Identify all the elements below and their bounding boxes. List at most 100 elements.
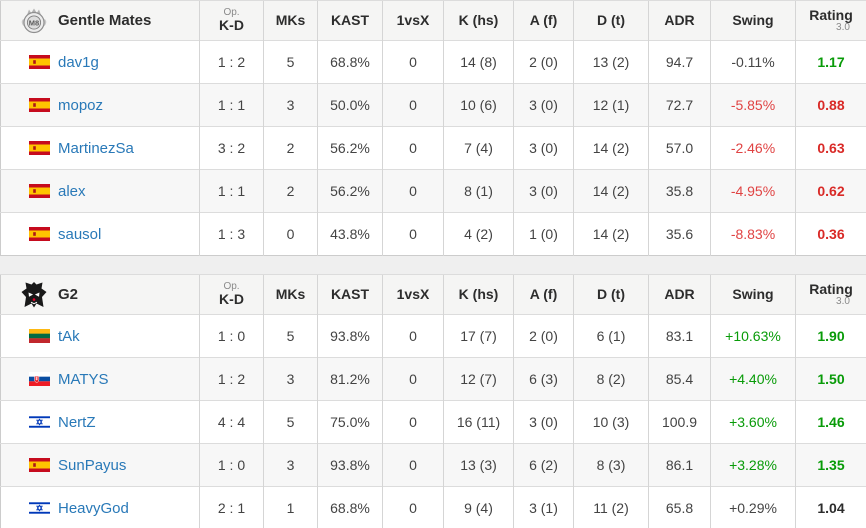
player-name-link[interactable]: MartinezSa xyxy=(58,139,134,157)
col-header-vsx: 1vsX xyxy=(382,274,444,315)
stat-adr: 35.6 xyxy=(648,212,711,256)
col-header-dt: D (t) xyxy=(573,274,649,315)
flag-es-icon xyxy=(29,184,50,198)
stat-adr: 86.1 xyxy=(648,443,711,487)
stats-header-row: G2 Op. K-D MKs KAST 1vsX K (hs) A (f) D (t) ADR Sw… xyxy=(0,274,866,315)
stat-swing: -0.11% xyxy=(710,40,796,84)
svg-text:M8: M8 xyxy=(29,18,39,27)
stat-swing: +4.40% xyxy=(710,357,796,401)
stat-mks: 3 xyxy=(263,357,318,401)
player-stats-row: mopoz 1 : 1 3 50.0% 0 10 (6) 3 (0) 12 (1) 72.7 -5… xyxy=(0,83,866,127)
player-name-link[interactable]: dav1g xyxy=(58,53,99,71)
player-name-link[interactable]: HeavyGod xyxy=(58,499,129,517)
player-name-link[interactable]: MATYS xyxy=(58,370,109,388)
stat-vsx: 0 xyxy=(382,400,444,444)
stat-khs: 7 (4) xyxy=(443,126,514,170)
player-cell: NertZ xyxy=(0,400,200,444)
stat-swing: -2.46% xyxy=(710,126,796,170)
stat-kast: 81.2% xyxy=(317,357,383,401)
flag-es-icon xyxy=(29,227,50,241)
col-header-label: KAST xyxy=(330,286,370,303)
col-header-af: A (f) xyxy=(513,0,574,41)
stat-rating: 1.46 xyxy=(795,400,866,444)
player-name-link[interactable]: tAk xyxy=(58,327,80,345)
stat-af: 1 (0) xyxy=(513,212,574,256)
team-name[interactable]: Gentle Mates xyxy=(58,12,152,29)
stat-vsx: 0 xyxy=(382,169,444,213)
team-name[interactable]: G2 xyxy=(58,286,79,303)
col-header-label: A (f) xyxy=(529,286,558,303)
col-header-mks: MKs xyxy=(263,0,318,41)
player-stats-row: SunPayus 1 : 0 3 93.8% 0 13 (3) 6 (2) 8 (3) 86.1… xyxy=(0,443,866,487)
stat-kd: 1 : 1 xyxy=(199,83,264,127)
col-header-adr: ADR xyxy=(648,274,711,315)
player-cell: HeavyGod xyxy=(0,486,200,528)
col-header-sub: 3.0 xyxy=(836,21,850,33)
stat-dt: 11 (2) xyxy=(573,486,649,528)
col-header-swing: Swing xyxy=(710,274,796,315)
col-header-label: ADR xyxy=(664,286,695,303)
stat-vsx: 0 xyxy=(382,486,444,528)
stat-af: 3 (1) xyxy=(513,486,574,528)
flag-es-icon xyxy=(29,141,50,155)
col-header-sub: 3.0 xyxy=(836,295,850,307)
flag-il-icon xyxy=(29,501,50,515)
col-header-label: 1vsX xyxy=(396,286,430,303)
col-header-label: Swing xyxy=(732,286,774,303)
col-header-kast: KAST xyxy=(317,274,383,315)
col-header-kd: Op. K-D xyxy=(199,274,264,315)
flag-es-icon xyxy=(29,458,50,472)
player-cell: mopoz xyxy=(0,83,200,127)
stats-header-row: M8 Gentle Mates Op. K-D MKs KAST 1vsX K (hs) A (… xyxy=(0,0,866,41)
flag-es-icon xyxy=(29,98,50,112)
stat-kast: 68.8% xyxy=(317,486,383,528)
stat-vsx: 0 xyxy=(382,83,444,127)
stat-mks: 3 xyxy=(263,83,318,127)
stat-swing: -5.85% xyxy=(710,83,796,127)
stat-af: 2 (0) xyxy=(513,314,574,358)
player-name-link[interactable]: mopoz xyxy=(58,96,104,114)
player-cell: MATYS xyxy=(0,357,200,401)
col-header-sup: Op. xyxy=(223,6,240,18)
stat-kast: 56.2% xyxy=(317,169,383,213)
stat-dt: 8 (2) xyxy=(573,357,649,401)
stat-kd: 1 : 2 xyxy=(199,357,264,401)
stat-dt: 14 (2) xyxy=(573,212,649,256)
player-cell: MartinezSa xyxy=(0,126,200,170)
stat-af: 3 (0) xyxy=(513,400,574,444)
stat-af: 3 (0) xyxy=(513,83,574,127)
col-header-label: Rating xyxy=(809,280,853,297)
col-header-label: Swing xyxy=(732,12,774,29)
player-name-link[interactable]: SunPayus xyxy=(58,456,127,474)
col-header-label: K (hs) xyxy=(458,286,499,303)
stat-kd: 1 : 0 xyxy=(199,314,264,358)
player-stats-row: NertZ 4 : 4 5 75.0% 0 16 (11) 3 (0) 10 (3) 100.9… xyxy=(0,400,866,444)
col-header-sup: Op. xyxy=(223,280,240,292)
team: G2 xyxy=(1,280,199,310)
col-header-label: K-D xyxy=(219,291,244,308)
stat-kast: 93.8% xyxy=(317,314,383,358)
col-header-label: 1vsX xyxy=(396,12,430,29)
stat-adr: 57.0 xyxy=(648,126,711,170)
stat-af: 3 (0) xyxy=(513,126,574,170)
player-name-link[interactable]: sausol xyxy=(58,225,102,243)
stat-kd: 2 : 1 xyxy=(199,486,264,528)
team-stats-table-gentle-mates: M8 Gentle Mates Op. K-D MKs KAST 1vsX K (hs) A (… xyxy=(0,0,866,256)
stat-swing: +3.28% xyxy=(710,443,796,487)
stat-khs: 12 (7) xyxy=(443,357,514,401)
player-name-link[interactable]: alex xyxy=(58,182,86,200)
col-header-rating: Rating 3.0 xyxy=(795,274,866,315)
stat-rating: 0.62 xyxy=(795,169,866,213)
stat-af: 2 (0) xyxy=(513,40,574,84)
stat-kd: 1 : 3 xyxy=(199,212,264,256)
stat-kd: 1 : 0 xyxy=(199,443,264,487)
col-header-label: D (t) xyxy=(597,286,625,303)
player-stats-row: HeavyGod 2 : 1 1 68.8% 0 9 (4) 3 (1) 11 (2) 65.8… xyxy=(0,486,866,528)
stat-khs: 8 (1) xyxy=(443,169,514,213)
col-header-label: MKs xyxy=(275,286,306,303)
stat-kd: 1 : 1 xyxy=(199,169,264,213)
player-name-link[interactable]: NertZ xyxy=(58,413,96,431)
stat-rating: 1.17 xyxy=(795,40,866,84)
